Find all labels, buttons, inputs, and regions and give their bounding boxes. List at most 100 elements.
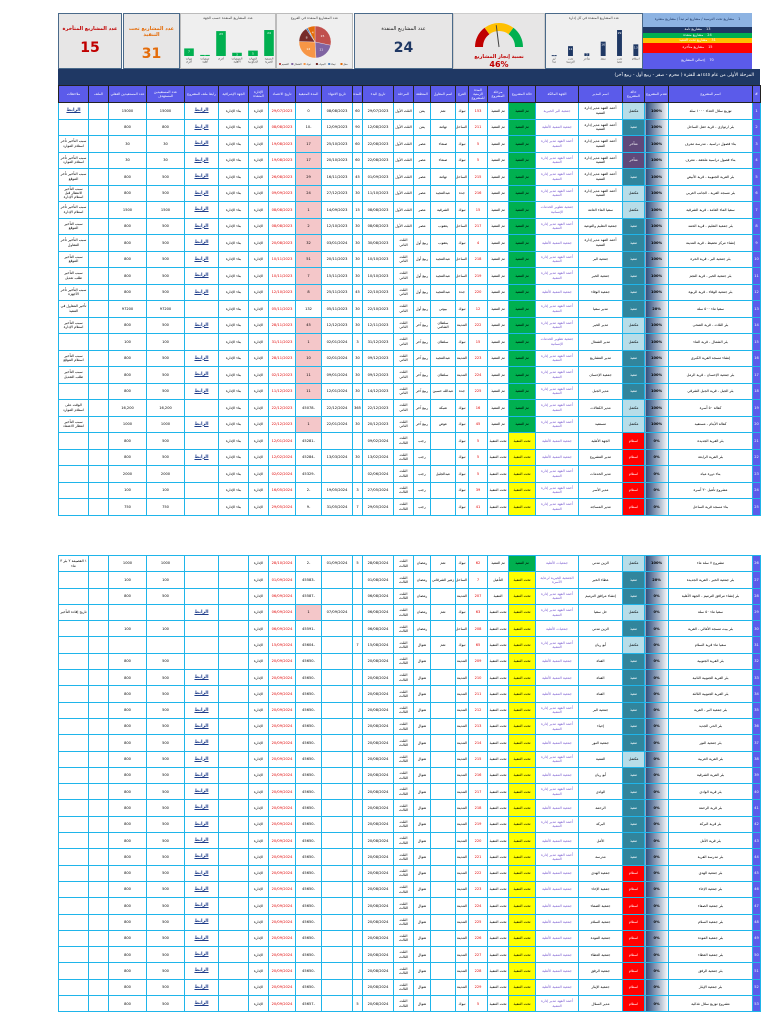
- project-status-cell: تنفيذ: [622, 669, 645, 687]
- end-date-cell: [321, 432, 353, 450]
- phase-cell: الثلث الثاني: [393, 316, 414, 334]
- project-link-cell[interactable]: الرابط: [184, 685, 219, 703]
- project-link-cell[interactable]: الرابط: [184, 349, 219, 367]
- project-link-cell[interactable]: الرابط: [184, 234, 219, 252]
- column-header-manager-name[interactable]: اسم المدير: [578, 85, 623, 103]
- project-link-cell[interactable]: الرابط: [184, 603, 219, 622]
- column-header-project-link[interactable]: رابط ملف المشروع: [184, 85, 219, 103]
- column-header-owner-entity[interactable]: الجهة المالكة: [535, 85, 579, 103]
- project-link-cell[interactable]: الرابط: [184, 448, 219, 466]
- project-link-cell[interactable]: الرابط: [184, 815, 219, 834]
- column-header-row-number[interactable]: #: [752, 85, 761, 103]
- column-header-end-date[interactable]: تاريخ الانتهاء: [321, 85, 353, 103]
- project-link-cell[interactable]: الرابط: [184, 669, 219, 687]
- project-link-cell[interactable]: الرابط: [184, 734, 219, 752]
- project-progress-cell: 0%: [644, 929, 669, 948]
- column-header-contractor[interactable]: اسم المقاول: [430, 85, 456, 103]
- project-link-cell[interactable]: الرابط: [184, 962, 219, 980]
- notes-cell: [58, 734, 89, 752]
- column-header-region[interactable]: المنطقة: [413, 85, 431, 103]
- column-header-executing-dept[interactable]: الإدارة المنفذة: [248, 85, 269, 103]
- project-link-cell[interactable]: الرابط: [184, 151, 219, 169]
- column-header-branch[interactable]: الفرع: [455, 85, 469, 103]
- project-link-cell[interactable]: الرابط: [184, 135, 219, 153]
- column-header-approval-date[interactable]: تاريخ الاعتماد: [268, 85, 296, 103]
- notes-cell[interactable]: الرابط: [58, 102, 89, 120]
- project-link-cell[interactable]: الرابط: [184, 366, 219, 384]
- owner-entity-cell: أحمد الفهد مدير إدارة التنمية: [535, 399, 579, 417]
- project-link-cell[interactable]: الرابط: [184, 946, 219, 964]
- end-date-cell: 12/10/2023: [321, 217, 353, 235]
- project-link-cell[interactable]: الرابط: [184, 283, 219, 301]
- pie-slice: [314, 25, 332, 46]
- region-cell: شوال: [413, 913, 431, 931]
- project-link-cell[interactable]: الرابط: [184, 201, 219, 219]
- column-header-project-days[interactable]: المدة الزمنية للمشروع: [468, 85, 488, 103]
- project-link-cell[interactable]: الرابط: [184, 929, 219, 948]
- project-link-cell[interactable]: الرابط: [184, 995, 219, 1013]
- column-header-phase[interactable]: المرحلة: [393, 85, 414, 103]
- owner-entity-cell: جمعية تطوير الخدمات الإنسانية: [535, 333, 579, 351]
- project-link-cell[interactable]: الرابط: [184, 913, 219, 931]
- project-link-cell[interactable]: الرابط: [184, 118, 219, 136]
- project-link-cell[interactable]: الرابط: [184, 267, 219, 285]
- manager-name-cell: مدير الخير: [578, 316, 623, 334]
- table-row: 37 بئر جمعية النور 0% تنفيذ جمعية النور جمعية…: [58, 734, 761, 752]
- start-date-cell: 22/12/2023: [362, 399, 394, 417]
- remaining-days-cell: -2: [295, 481, 322, 499]
- project-link-cell[interactable]: الرابط: [184, 897, 219, 915]
- column-header-notes[interactable]: ملاحظات: [58, 85, 89, 103]
- column-header-start-date[interactable]: تاريخ البدء: [362, 85, 394, 103]
- project-link-cell[interactable]: الرابط: [184, 250, 219, 268]
- project-link-cell[interactable]: الرابط: [184, 799, 219, 817]
- file-cell: [88, 399, 109, 417]
- project-link-cell[interactable]: الرابط: [184, 783, 219, 801]
- column-header-file[interactable]: الملف: [88, 85, 109, 103]
- project-link-cell[interactable]: الرابط: [184, 766, 219, 785]
- project-link-cell[interactable]: الرابط: [184, 701, 219, 719]
- project-link-cell[interactable]: الرابط: [184, 217, 219, 235]
- column-header-project-name[interactable]: اسم المشروع: [668, 85, 753, 103]
- column-header-target-beneficiaries[interactable]: عدد المستفيدين المستهدف: [146, 85, 185, 103]
- legend-swatch: [303, 63, 306, 65]
- project-status-cell: استلام: [622, 498, 645, 516]
- project-progress-cell: 0%: [644, 701, 669, 719]
- phase-cell: الثلث الثالث: [393, 554, 414, 573]
- project-link-cell[interactable]: الرابط: [184, 848, 219, 866]
- table-row: 53 مشروع توزيع سلال غذائية 0% استلام مدير ال…: [58, 995, 761, 1013]
- project-link-cell[interactable]: الرابط: [184, 880, 219, 899]
- column-header-project-stage[interactable]: مرحلة المشروع: [487, 85, 509, 103]
- actual-beneficiaries-cell: 30: [108, 135, 147, 153]
- project-link-cell[interactable]: الرابط: [184, 184, 219, 202]
- project-stage-cell: تحت التنفيذ: [487, 880, 509, 899]
- project-link-cell[interactable]: الرابط: [184, 415, 219, 433]
- project-link-cell: [184, 399, 219, 417]
- column-header-execution-state[interactable]: حالة المشروع: [508, 85, 536, 103]
- column-header-supervising-entity[interactable]: الجهة الإشرافية: [218, 85, 249, 103]
- column-header-actual-beneficiaries[interactable]: عدد المستفيدين الفعلي: [108, 85, 147, 103]
- column-header-project-status[interactable]: حالة المشروع: [622, 85, 645, 103]
- project-link-cell: [184, 620, 219, 638]
- column-header-duration[interactable]: المدة: [352, 85, 363, 103]
- project-name-cell: بئر الحي الجديد: [668, 717, 753, 736]
- project-link-cell[interactable]: الرابط: [184, 864, 219, 882]
- project-link-cell[interactable]: الرابط: [184, 832, 219, 850]
- owner-entity-cell: جمعية التنمية الأهلية: [535, 685, 579, 703]
- project-progress-cell: 100%: [644, 316, 669, 334]
- project-stage-cell: تم التنفيذ: [487, 168, 509, 186]
- project-link-cell[interactable]: الرابط: [184, 316, 219, 334]
- column-header-remaining-days[interactable]: المدة المتبقية: [295, 85, 322, 103]
- project-stage-cell: تحت التنفيذ: [487, 750, 509, 768]
- project-link-cell[interactable]: الرابط: [184, 717, 219, 736]
- project-link-cell[interactable]: الرابط: [184, 382, 219, 400]
- row-number-cell: 7: [752, 201, 761, 219]
- approval-date-cell: 29/07/2023: [268, 102, 296, 120]
- branch-cell: تبوك: [455, 554, 469, 573]
- project-stage-cell: تم التنفيذ: [487, 201, 509, 219]
- project-link-cell[interactable]: الرابط: [184, 102, 219, 120]
- column-header-project-progress[interactable]: تقدم المشروع: [644, 85, 669, 103]
- project-link-cell[interactable]: الرابط: [184, 750, 219, 768]
- project-link-cell[interactable]: الرابط: [184, 168, 219, 186]
- project-link-cell[interactable]: الرابط: [184, 978, 219, 997]
- table-row: 6 بئر مسجد القرية - الجانب الغربي 100% مكتم…: [58, 184, 761, 202]
